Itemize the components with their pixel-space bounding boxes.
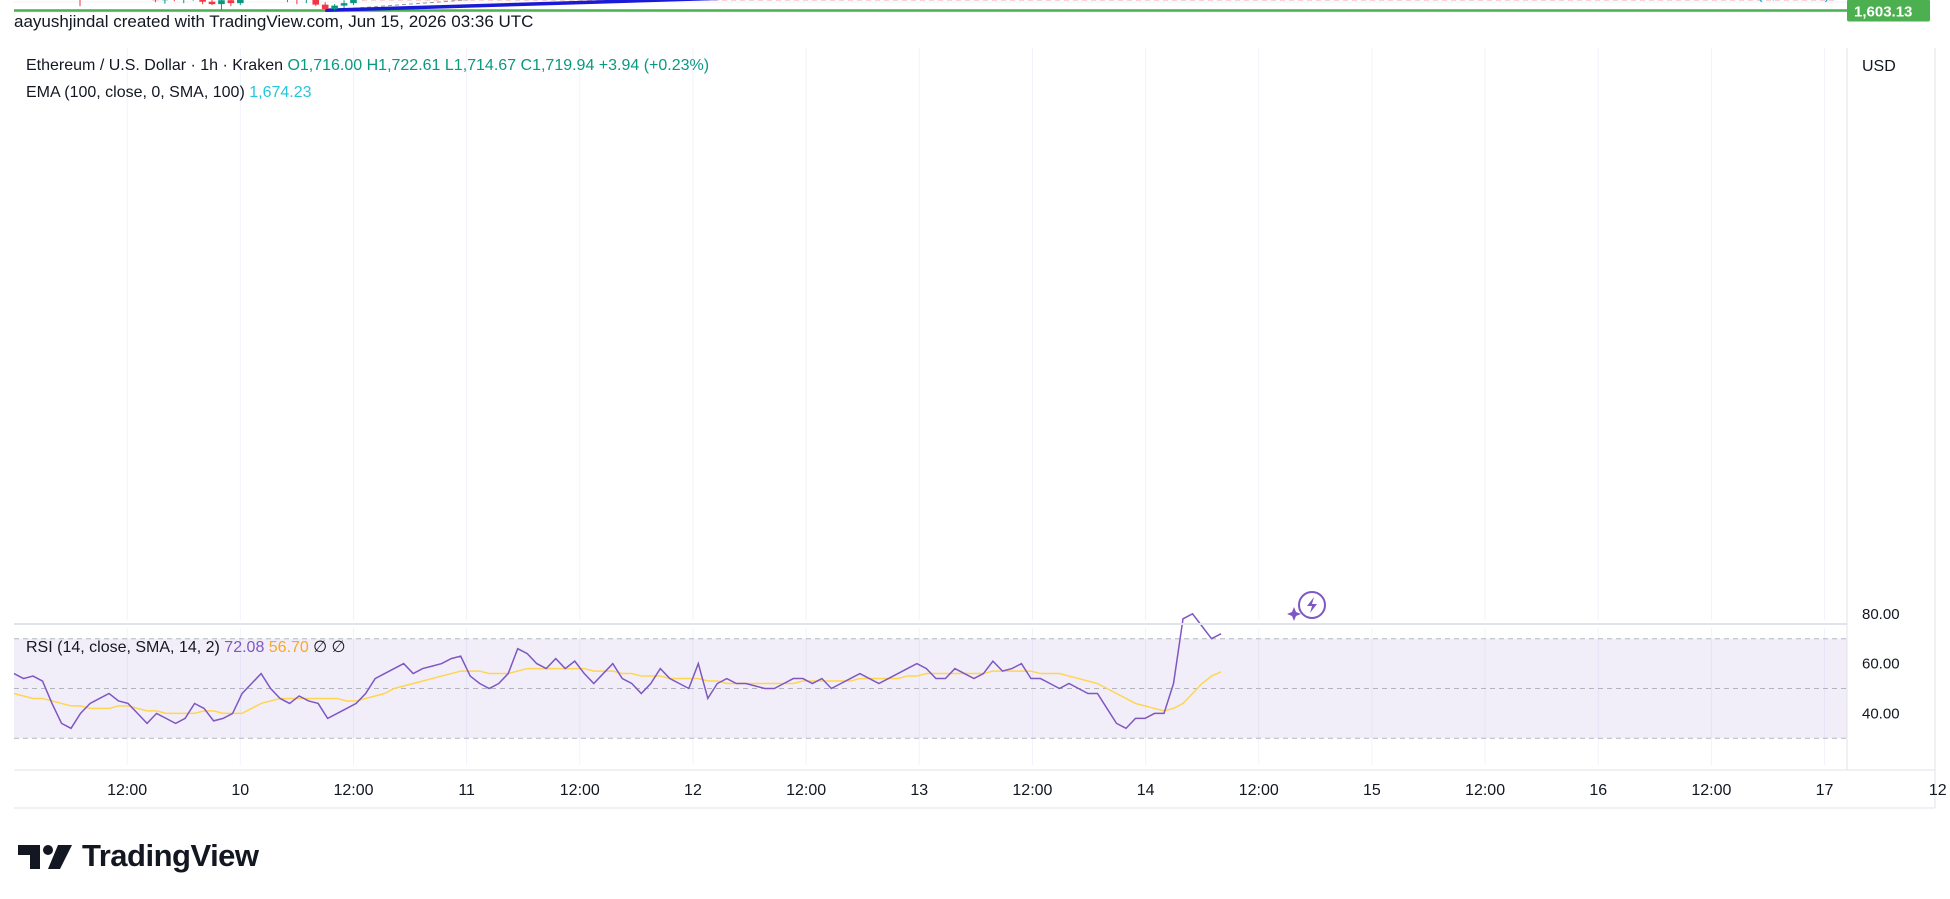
level-price-text: 1,603.13 <box>1854 3 1912 20</box>
candle-body <box>321 4 329 10</box>
publisher-credit: aayushjindal created with TradingView.co… <box>14 12 534 31</box>
rsi-lines <box>13 612 1222 730</box>
legend-ohlc: Ethereum / U.S. Dollar · 1h · Kraken O1,… <box>26 57 709 74</box>
legend-ema-part: 1,674.23 <box>249 84 311 101</box>
legend-rsi-part: RSI (14, close, SMA, 14, 2) <box>26 639 224 656</box>
legend-ohlc-part: O1,716.00 <box>287 57 366 74</box>
time-tick-label: 12 <box>684 782 702 799</box>
grid <box>14 1 1847 765</box>
time-tick-label: 14 <box>1137 782 1155 799</box>
time-tick-label: 12:00 <box>1012 782 1052 799</box>
trendlines <box>325 0 721 13</box>
candle-body <box>331 5 338 10</box>
flash-bolt <box>1307 597 1317 613</box>
fib-level-label: 1 (1,603.41) <box>1744 0 1830 2</box>
candle-body <box>208 1 216 5</box>
time-tick-label: 12:00 <box>1465 782 1505 799</box>
flash-icon[interactable] <box>1287 591 1326 621</box>
legend-rsi: RSI (14, close, SMA, 14, 2) 72.08 56.70 … <box>26 639 346 656</box>
candle-body <box>218 0 225 5</box>
tradingview-brand[interactable]: TradingView <box>18 838 259 874</box>
currency-label: USD <box>1862 58 1896 75</box>
legend-rsi-part: ∅ <box>332 639 346 656</box>
bullish-trendline <box>325 0 721 13</box>
horizontal-levels <box>14 9 1847 12</box>
candle <box>173 0 175 2</box>
candle-body <box>340 3 348 6</box>
candle <box>312 0 320 7</box>
candle <box>321 2 329 11</box>
candle <box>161 0 169 4</box>
legend-rsi-part: ∅ <box>313 639 331 656</box>
rsi-tick-label: 60.00 <box>1862 656 1900 673</box>
legend-ema: EMA (100, close, 0, SMA, 100) 1,674.23 <box>26 84 312 101</box>
legend-ohlc-part: H1,722.61 <box>367 57 445 74</box>
candle-body <box>237 0 244 4</box>
candle <box>296 0 298 5</box>
candle-body <box>199 0 206 2</box>
time-tick-label: 12 <box>1929 782 1947 799</box>
legend-ema-part: EMA (100, close, 0, SMA, 100) <box>26 84 249 101</box>
time-tick-label: 10 <box>231 782 249 799</box>
candle-body <box>312 0 320 5</box>
candle <box>192 0 194 1</box>
legend-ohlc-part: Ethereum / U.S. Dollar · 1h · Kraken <box>26 57 287 74</box>
rsi-band <box>14 638 1847 739</box>
candle-body <box>350 0 357 4</box>
candle <box>340 0 348 9</box>
candle <box>350 0 357 6</box>
time-tick-label: 12:00 <box>786 782 826 799</box>
candle <box>237 0 244 6</box>
time-tick-label: 12:00 <box>1691 782 1731 799</box>
candle <box>305 0 307 4</box>
time-tick-label: 12:00 <box>107 782 147 799</box>
legend-ohlc-part: +3.94 (+0.23%) <box>599 57 709 74</box>
brand-name: TradingView <box>82 838 259 873</box>
flash-sparkle <box>1287 607 1301 621</box>
legend-ohlc-part: C1,719.94 <box>521 57 599 74</box>
rsi-tick-label: 80.00 <box>1862 606 1900 623</box>
tradingview-logo-icon <box>18 845 72 869</box>
candle <box>79 0 81 7</box>
level-price-badge <box>1847 0 1930 22</box>
axes: 1,600.001,620.001,640.001,660.001,680.00… <box>14 0 1947 809</box>
legend-ohlc-part: L1,714.67 <box>445 57 521 74</box>
legend-rsi-part: 72.08 <box>224 639 268 656</box>
candle <box>218 0 225 11</box>
candles <box>79 0 364 11</box>
candle <box>152 0 159 3</box>
candle <box>183 0 185 4</box>
candle-body <box>227 0 235 4</box>
time-tick-label: 15 <box>1363 782 1381 799</box>
time-tick-label: 12:00 <box>560 782 600 799</box>
legend-rsi-part: 56.70 <box>269 639 313 656</box>
time-tick-label: 17 <box>1816 782 1834 799</box>
rsi-tick-label: 40.00 <box>1862 705 1900 722</box>
rsi-overbought-oversold-band <box>14 638 1847 739</box>
time-tick-label: 11 <box>458 782 475 799</box>
time-tick-label: 12:00 <box>1239 782 1279 799</box>
price-badges: 1,691.851,683.721,651.191,603.131,719.94… <box>1847 0 1930 22</box>
candle <box>199 0 206 5</box>
candle <box>286 0 288 3</box>
time-tick-label: 16 <box>1589 782 1607 799</box>
time-tick-label: 12:00 <box>333 782 373 799</box>
candle <box>227 0 235 7</box>
candle <box>331 4 338 11</box>
time-tick-label: 13 <box>910 782 928 799</box>
candle <box>208 0 216 6</box>
rsi-line <box>13 612 1222 730</box>
